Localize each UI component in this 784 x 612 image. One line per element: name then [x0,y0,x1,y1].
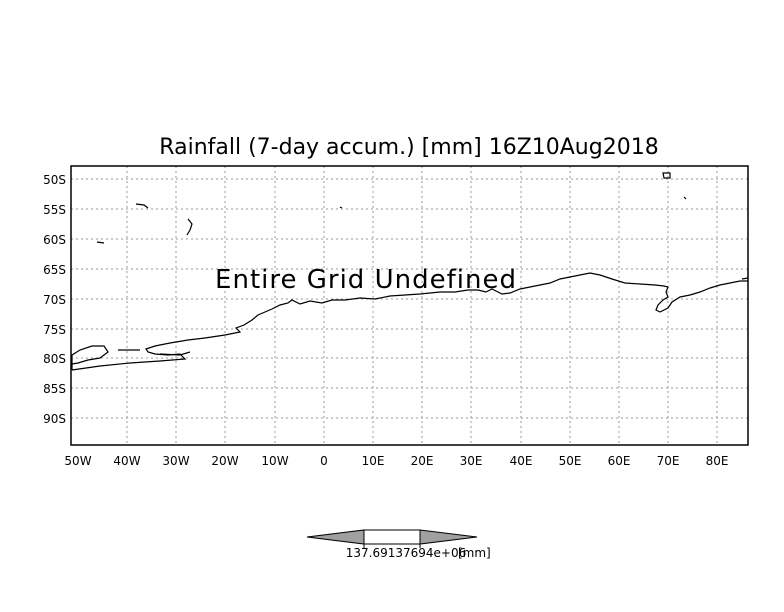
lon-label: 80E [706,454,729,468]
map-frame [70,165,749,446]
lat-label: 80S [43,352,66,366]
lon-label: 20E [411,454,434,468]
map-title: Rainfall (7-day accum.) [mm] 16Z10Aug201… [159,135,658,160]
undefined-grid-message: Entire Grid Undefined [215,265,517,295]
graticule [71,166,748,445]
lat-label: 60S [43,233,66,247]
lon-label: 30W [162,454,189,468]
lat-label: 50S [43,173,66,187]
lat-label: 70S [43,293,66,307]
lon-label: 40W [113,454,140,468]
colorbar-middle-box [363,529,421,545]
lon-label: 10E [362,454,385,468]
lat-label: 90S [43,412,66,426]
lon-label: 60E [608,454,631,468]
colorbar: 137.69137694e+06 [mm] [306,529,491,560]
lon-label: 0 [320,454,328,468]
lat-label: 65S [43,263,66,277]
lon-label: 30E [460,454,483,468]
lat-label: 85S [43,382,66,396]
colorbar-right-triangle [419,529,478,545]
lon-label: 70E [657,454,680,468]
latitude-labels: 50S 55S 60S 65S 70S 75S 80S 85S 90S [43,173,66,426]
colorbar-unit-label: [mm] [458,546,491,560]
longitude-labels: 50W 40W 30W 20W 10W 0 10E 20E 30E 40E 50… [64,454,728,468]
lon-label: 10W [261,454,288,468]
lon-label: 50E [559,454,582,468]
coastline [71,172,749,371]
lat-label: 55S [43,203,66,217]
lon-label: 40E [510,454,533,468]
lon-label: 50W [64,454,91,468]
colorbar-left-triangle [306,529,365,545]
lon-label: 20W [211,454,238,468]
colorbar-value-label: 137.69137694e+06 [346,546,467,560]
lat-label: 75S [43,323,66,337]
